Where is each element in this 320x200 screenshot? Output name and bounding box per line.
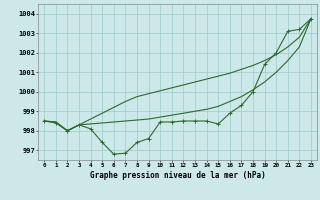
X-axis label: Graphe pression niveau de la mer (hPa): Graphe pression niveau de la mer (hPa) bbox=[90, 171, 266, 180]
